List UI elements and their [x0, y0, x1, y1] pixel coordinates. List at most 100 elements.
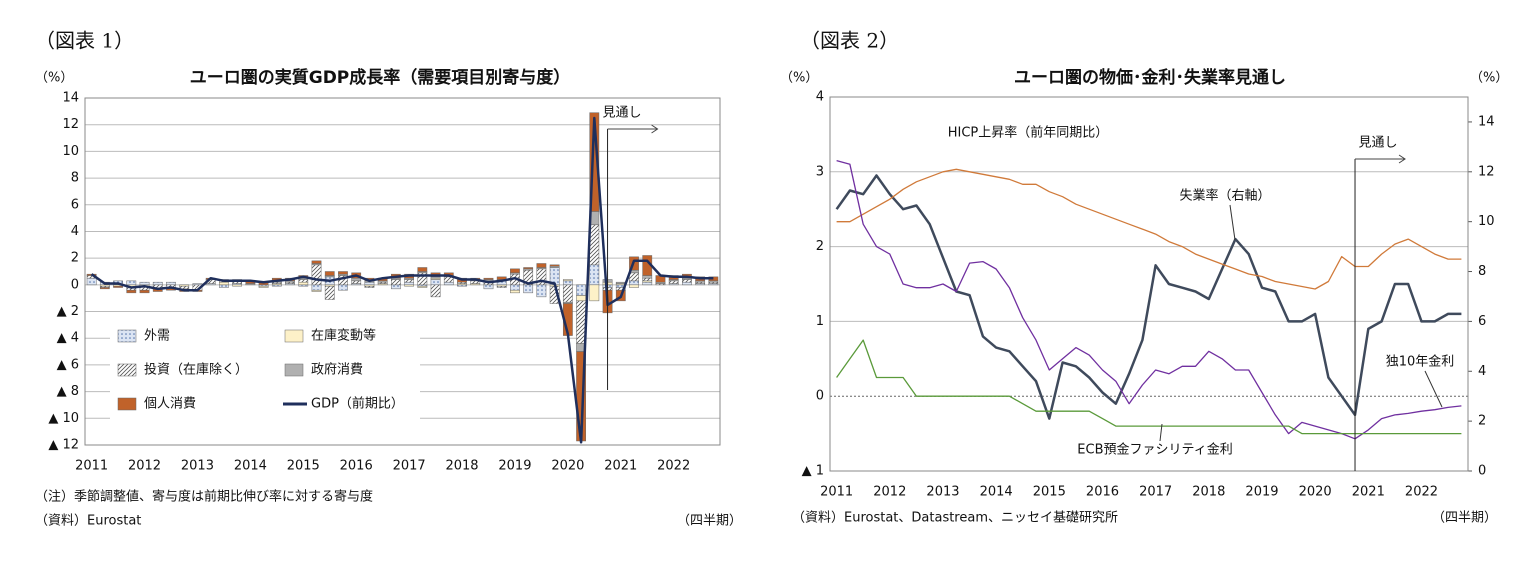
source: （資料）Eurostat、Datastream、ニッセイ基礎研究所	[792, 511, 1118, 526]
bar-segment	[417, 285, 428, 288]
x-tick-label: 2013	[181, 459, 214, 474]
bar-segment	[324, 271, 335, 276]
bar-segment	[483, 284, 494, 290]
annotation-leader	[1229, 204, 1236, 241]
y-tick-label: 4	[816, 90, 824, 105]
bar-segment	[311, 264, 322, 286]
legend-label: 個人消費	[144, 397, 196, 412]
bar-segment	[351, 277, 362, 282]
x-tick-label: 2020	[1299, 485, 1332, 500]
legend-label: GDP（前期比）	[311, 396, 404, 412]
bar-segment	[364, 281, 375, 286]
x-unit: （四半期）	[677, 514, 742, 529]
x-tick-label: 2012	[128, 459, 161, 474]
bar-segment	[523, 284, 534, 294]
x-tick-label: 2017	[393, 459, 426, 474]
bar-segment	[430, 279, 441, 286]
x-tick-label: 2018	[445, 459, 478, 474]
x-tick-label: 2019	[1245, 485, 1278, 500]
bar-segment	[364, 285, 375, 288]
x-tick-label: 2016	[1086, 485, 1119, 500]
bar-segment	[589, 284, 600, 302]
bar-segment	[99, 287, 110, 290]
bar-segment	[443, 281, 454, 286]
y2-tick-label: 14	[1478, 114, 1495, 129]
y-tick-label: 3	[816, 164, 824, 179]
y2-tick-label: 4	[1478, 364, 1486, 379]
y-tick-label: 0	[71, 277, 79, 292]
bar-segment	[311, 260, 322, 264]
y-unit: （%）	[35, 71, 73, 86]
bar-segment	[629, 272, 639, 282]
y2-tick-label: 0	[1478, 464, 1486, 479]
legend-label: 投資（在庫除く）	[144, 362, 248, 378]
forecast-arrowhead	[1398, 154, 1406, 164]
series-annotation: 独10年金利	[1386, 354, 1455, 370]
series-annotation: ECB預金ファシリティ金利	[1077, 442, 1232, 458]
bar-segment	[523, 267, 534, 270]
y-tick-label: ▲ 2	[57, 304, 79, 319]
forecast-label: 見通し	[1358, 136, 1397, 151]
bar-segment	[589, 224, 600, 266]
x-tick-label: 2017	[1139, 485, 1172, 500]
y-tick-label: 1	[816, 314, 824, 329]
legend-swatch	[117, 329, 137, 343]
x-tick-label: 2021	[1352, 485, 1385, 500]
legend-label: 政府消費	[311, 363, 363, 378]
y-tick-label: 6	[71, 197, 79, 212]
chart-title: ユーロ圏の物価･金利･失業率見通し	[1014, 67, 1286, 88]
x-tick-label: 2014	[234, 459, 267, 474]
bar-segment	[615, 281, 626, 284]
forecast-label: 見通し	[602, 106, 641, 121]
y-tick-label: ▲ 12	[48, 438, 79, 453]
x-tick-label: 2022	[1405, 485, 1438, 500]
x-tick-label: 2019	[498, 459, 531, 474]
y-tick-label: 2	[71, 251, 79, 266]
bar-segment	[510, 268, 520, 274]
bar-segment	[298, 279, 309, 283]
bar-segment	[324, 285, 335, 300]
source: （資料）Eurostat	[35, 514, 141, 529]
y2-tick-label: 2	[1478, 414, 1486, 429]
bar-segment	[589, 264, 600, 286]
y-tick-label: 8	[71, 171, 79, 186]
bar-segment	[496, 276, 507, 280]
y-tick-label: ▲ 4	[57, 331, 79, 346]
bar-segment	[139, 289, 150, 294]
x-tick-label: 2018	[1192, 485, 1225, 500]
x-tick-label: 2013	[926, 485, 959, 500]
bar-segment	[562, 279, 573, 282]
bar-segment	[86, 277, 97, 286]
bar-segment	[576, 295, 586, 302]
x-tick-label: 2015	[1033, 485, 1066, 500]
x-tick-label: 2022	[657, 459, 690, 474]
y-tick-label: 4	[71, 224, 79, 239]
bar-segment	[311, 289, 322, 292]
annotation-leader	[1424, 370, 1443, 408]
bar-segment	[629, 284, 639, 288]
bar-segment	[682, 279, 692, 283]
y2-tick-label: 10	[1478, 214, 1495, 229]
legend-swatch	[117, 363, 137, 377]
bar-segment	[311, 284, 322, 291]
bar-segment	[404, 279, 414, 283]
line-series	[90, 116, 714, 444]
y-tick-label: ▲ 8	[57, 384, 79, 399]
bar-segment	[483, 277, 494, 280]
x-tick-label: 2014	[980, 485, 1013, 500]
x-tick-label: 2021	[604, 459, 637, 474]
legend-swatch	[117, 397, 137, 411]
series-annotation: 失業率（右軸）	[1179, 188, 1270, 204]
bar-segment	[642, 277, 653, 282]
bar-segment	[232, 284, 243, 287]
bar-segment	[549, 264, 560, 267]
bar-segment	[126, 289, 137, 294]
legend-label: 在庫変動等	[311, 328, 376, 344]
line-series	[836, 168, 1462, 290]
y2-unit: （%）	[1470, 71, 1508, 86]
x-tick-label: 2015	[287, 459, 320, 474]
bar-segment	[166, 281, 176, 286]
bar-segment	[536, 263, 547, 268]
bar-segment	[668, 280, 679, 284]
bar-segment	[589, 112, 600, 212]
